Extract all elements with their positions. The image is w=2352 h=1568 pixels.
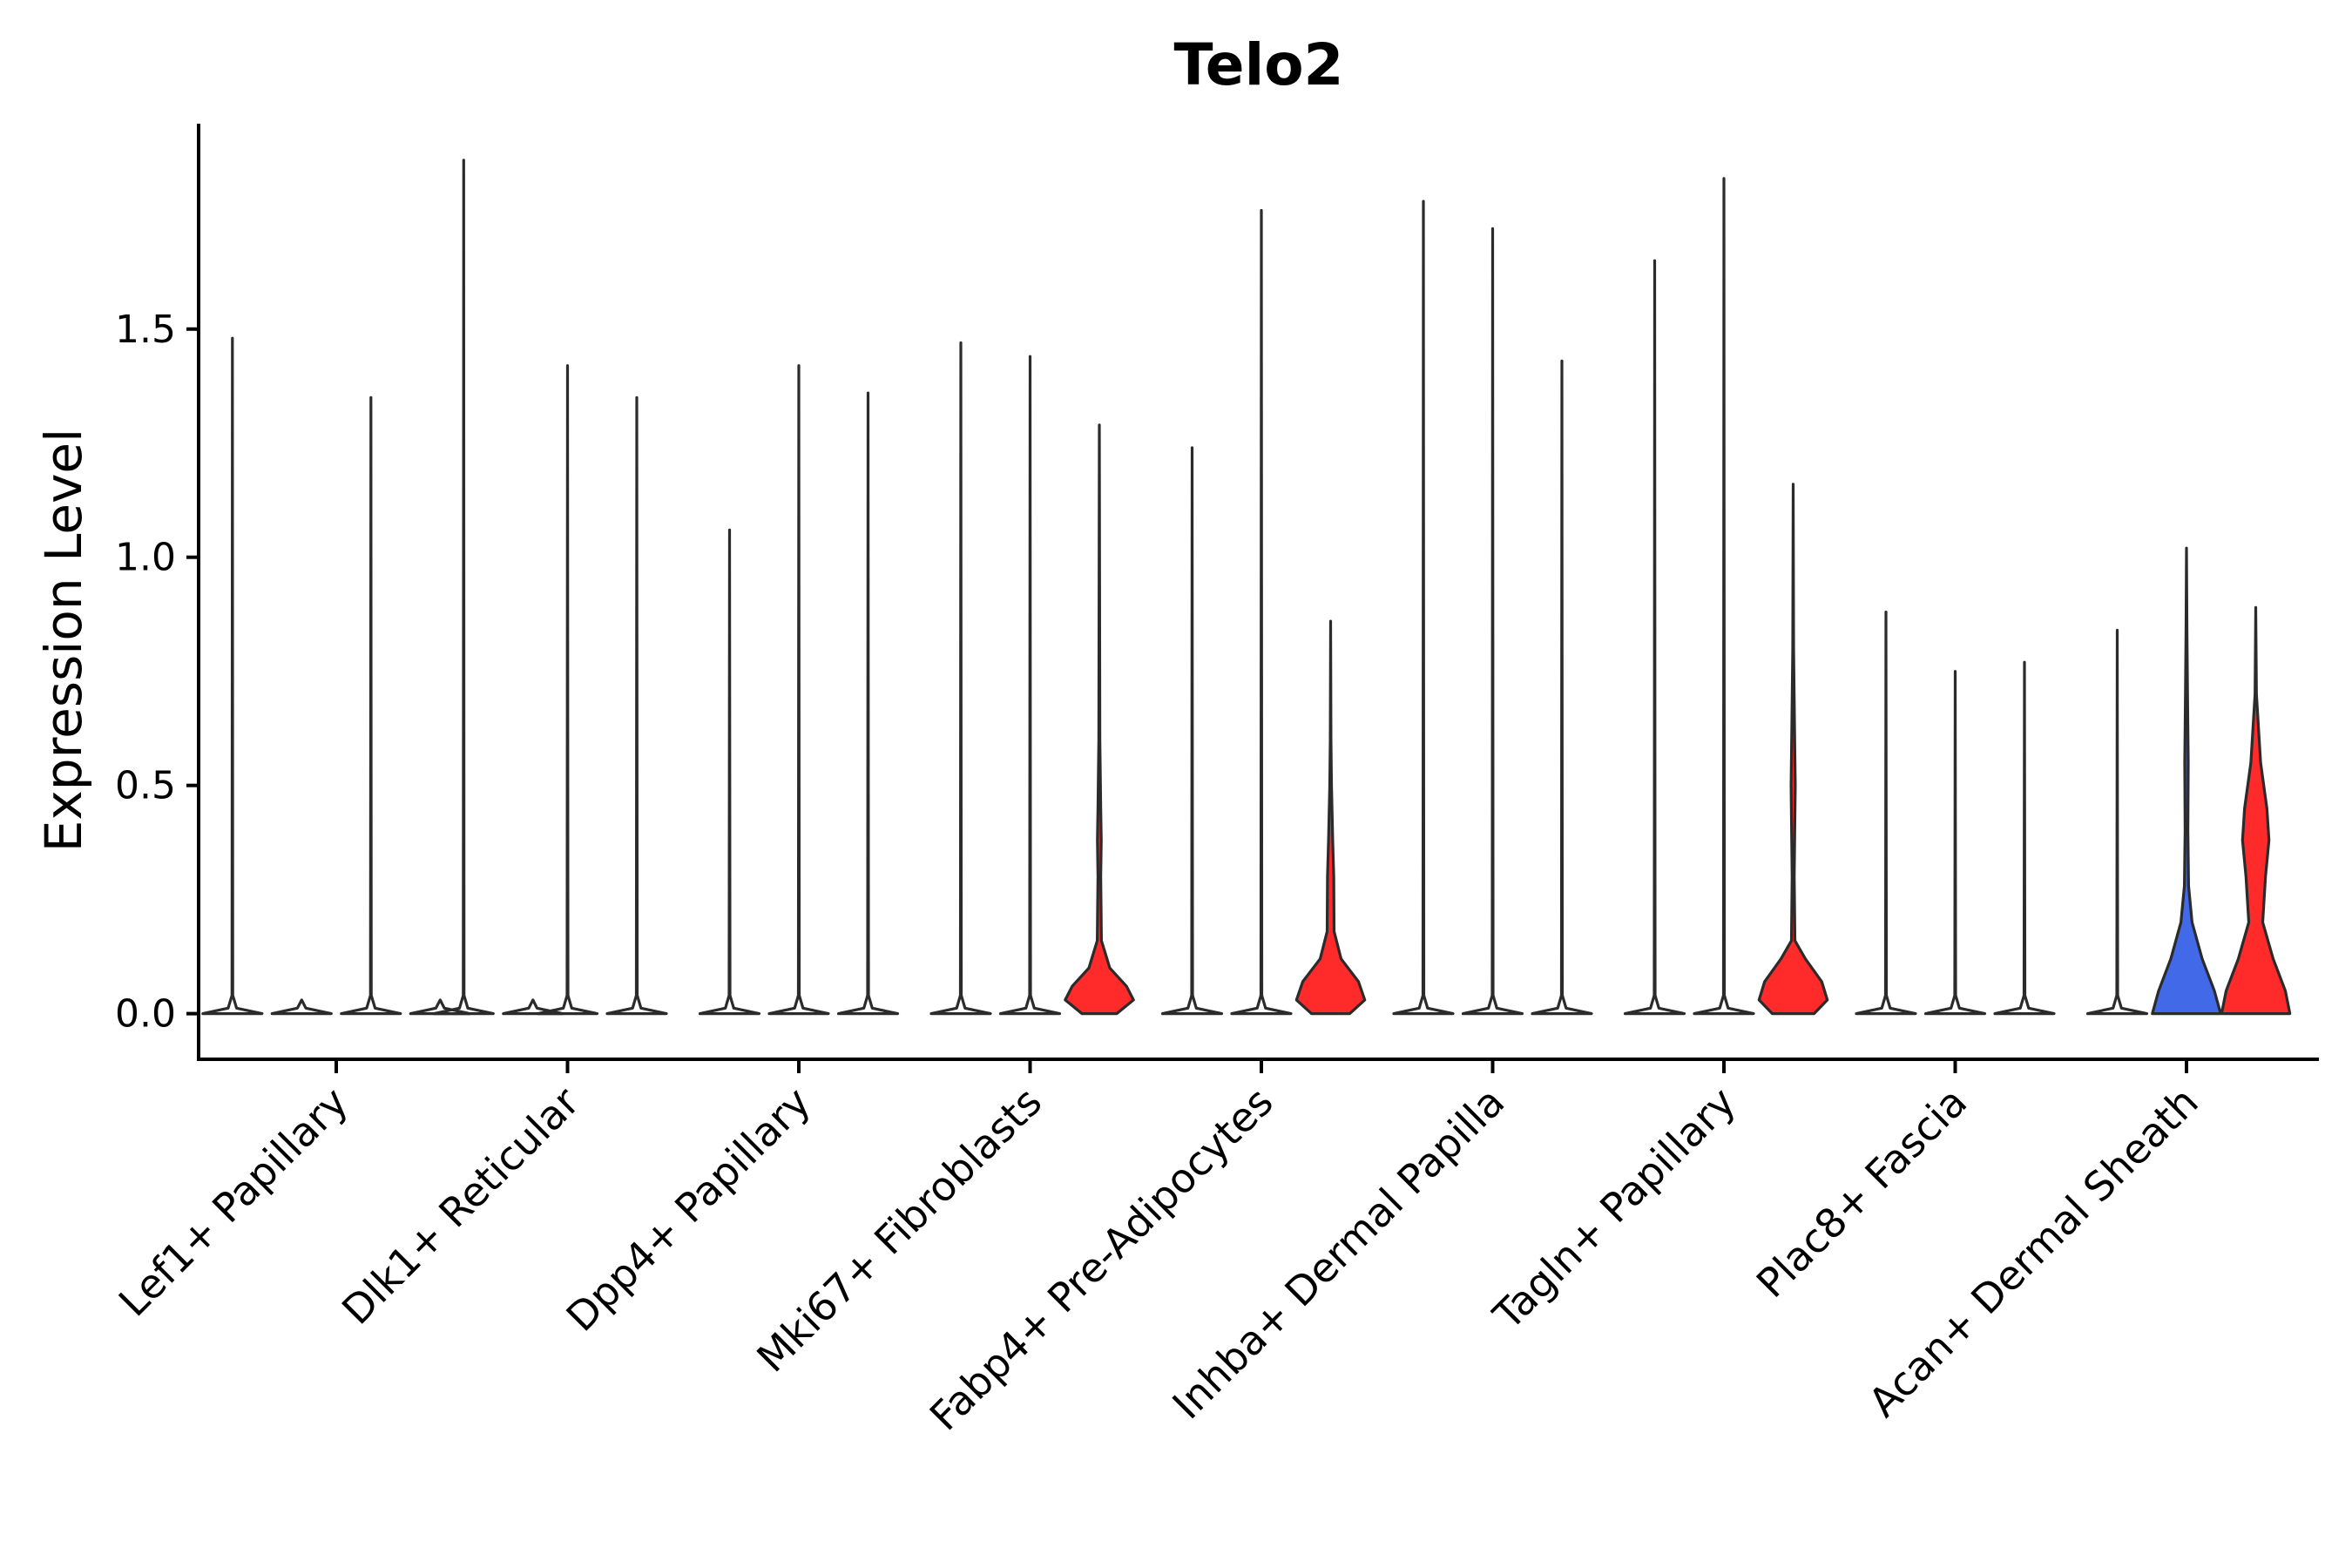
violin-7 xyxy=(605,395,668,1016)
violin-17 xyxy=(1392,199,1455,1016)
y-tick-label: 0.5 xyxy=(115,764,176,808)
violins-layer xyxy=(201,159,2292,1016)
y-tick-label: 1.5 xyxy=(115,308,176,352)
violin-28 xyxy=(2220,605,2292,1016)
axes-layer xyxy=(197,124,2319,1061)
violin-4 xyxy=(432,159,495,1016)
violin-24 xyxy=(1923,670,1987,1016)
violin-22 xyxy=(1757,483,1829,1016)
violin-1 xyxy=(270,998,333,1016)
violin-11 xyxy=(929,341,992,1016)
chart-title: Telo2 xyxy=(1174,31,1344,98)
violin-13 xyxy=(1064,423,1135,1016)
violin-6 xyxy=(536,364,599,1016)
violin-14 xyxy=(1160,446,1224,1016)
violin-26 xyxy=(2085,628,2149,1016)
violin-10 xyxy=(836,391,900,1016)
violin-2 xyxy=(340,395,402,1016)
violin-16 xyxy=(1294,619,1367,1016)
violin-12 xyxy=(998,355,1062,1016)
violin-20 xyxy=(1623,259,1686,1016)
x-tick-label: Lef1+ Papillary xyxy=(110,1078,357,1326)
violin-18 xyxy=(1461,226,1524,1016)
x-tick-label: Plac8+ Fascia xyxy=(1747,1078,1976,1307)
y-tick-label: 1.0 xyxy=(115,536,176,580)
x-tick-label: Dlk1+ Reticular xyxy=(333,1078,588,1334)
violin-19 xyxy=(1531,359,1593,1016)
y-axis-label: Expression Level xyxy=(34,429,93,852)
x-tick-label: Tagln+ Papillary xyxy=(1484,1078,1745,1340)
violin-0 xyxy=(201,336,264,1016)
violin-23 xyxy=(1855,611,1917,1016)
violin-21 xyxy=(1693,177,1755,1016)
x-tick-label: Dpp4+ Papillary xyxy=(558,1078,820,1341)
violin-27 xyxy=(2151,546,2222,1016)
violin-9 xyxy=(767,364,830,1016)
y-tick-label: 0.0 xyxy=(115,992,176,1037)
violin-25 xyxy=(1993,660,2056,1016)
y-ticks: 0.0 0.5 1.0 1.5 xyxy=(115,308,199,1037)
violin-8 xyxy=(698,528,761,1016)
violin-15 xyxy=(1230,208,1293,1016)
